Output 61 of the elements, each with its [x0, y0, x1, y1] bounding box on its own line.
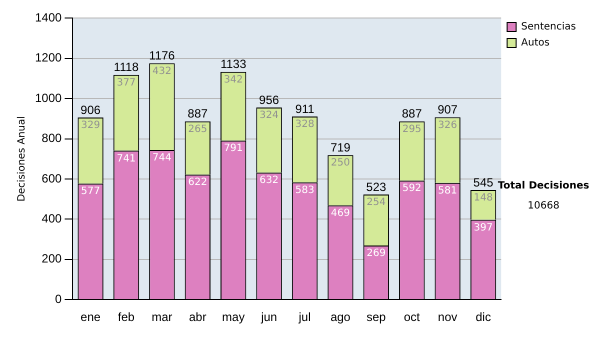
data-label: 324 — [260, 110, 279, 122]
data-label: 295 — [402, 124, 422, 135]
total-label: 1133 — [220, 57, 247, 72]
y-tick-label: 600 — [42, 171, 62, 186]
data-label: 148 — [474, 192, 493, 204]
total-label: 911 — [295, 102, 315, 116]
total-label: 907 — [438, 102, 458, 117]
data-label: 583 — [295, 185, 314, 196]
data-label: 326 — [438, 120, 458, 131]
x-tick-label: nov — [438, 310, 458, 324]
y-tick-label: 200 — [42, 252, 62, 266]
total-label: 1118 — [114, 60, 140, 74]
data-label: 342 — [224, 74, 243, 86]
total-label: 887 — [402, 106, 422, 121]
total-label: 887 — [188, 106, 208, 121]
data-label: 250 — [330, 158, 350, 169]
data-label: 741 — [116, 153, 136, 164]
data-label: 254 — [366, 197, 386, 208]
total-label: 719 — [330, 140, 351, 154]
x-tick-label: jul — [298, 310, 311, 324]
y-tick-label: 1200 — [34, 50, 62, 65]
data-label: 791 — [224, 143, 243, 154]
x-tick-label: ene — [80, 310, 101, 324]
data-label: 469 — [330, 208, 350, 219]
x-tick-label: abr — [188, 310, 206, 324]
x-tick-label: feb — [118, 310, 135, 324]
data-label: 622 — [188, 177, 208, 188]
annotation: Total Decisiones — [498, 180, 590, 192]
data-label: 592 — [402, 183, 422, 194]
y-tick-label: 0 — [55, 292, 62, 306]
total-label: 906 — [80, 102, 101, 117]
data-label: 397 — [474, 222, 493, 234]
data-label: 377 — [116, 77, 136, 88]
x-tick-label: oct — [404, 310, 421, 324]
legend-label: Sentencias — [521, 22, 576, 33]
text: 10668 — [528, 200, 560, 212]
data-label: 581 — [438, 185, 458, 196]
data-label: 632 — [260, 175, 279, 186]
data-label: 577 — [81, 186, 100, 198]
data-label: 744 — [152, 152, 172, 164]
x-tick-label: jun — [260, 310, 278, 324]
y-tick-label: 400 — [42, 212, 62, 226]
legend-label: Autos — [521, 38, 550, 49]
x-tick-label: dic — [476, 310, 491, 324]
data-label: 265 — [188, 124, 208, 135]
x-tick-label: sep — [366, 310, 386, 324]
total-label: 545 — [473, 175, 494, 190]
data-label: 269 — [366, 248, 386, 260]
y-tick-label: 800 — [42, 131, 62, 146]
y-tick-label: 1000 — [34, 90, 62, 105]
y-axis-title: Decisiones Anual — [16, 116, 28, 202]
total-label: 956 — [259, 92, 280, 107]
data-label: 329 — [81, 120, 100, 132]
data-label: 432 — [152, 66, 172, 77]
y-tick-label: 1400 — [34, 10, 62, 25]
total-label: 1176 — [149, 48, 176, 63]
data-label: 328 — [295, 119, 314, 130]
x-tick-label: mar — [152, 310, 172, 324]
total-label: 523 — [366, 180, 387, 194]
x-tick-label: may — [222, 310, 245, 324]
x-tick-label: ago — [330, 310, 351, 324]
